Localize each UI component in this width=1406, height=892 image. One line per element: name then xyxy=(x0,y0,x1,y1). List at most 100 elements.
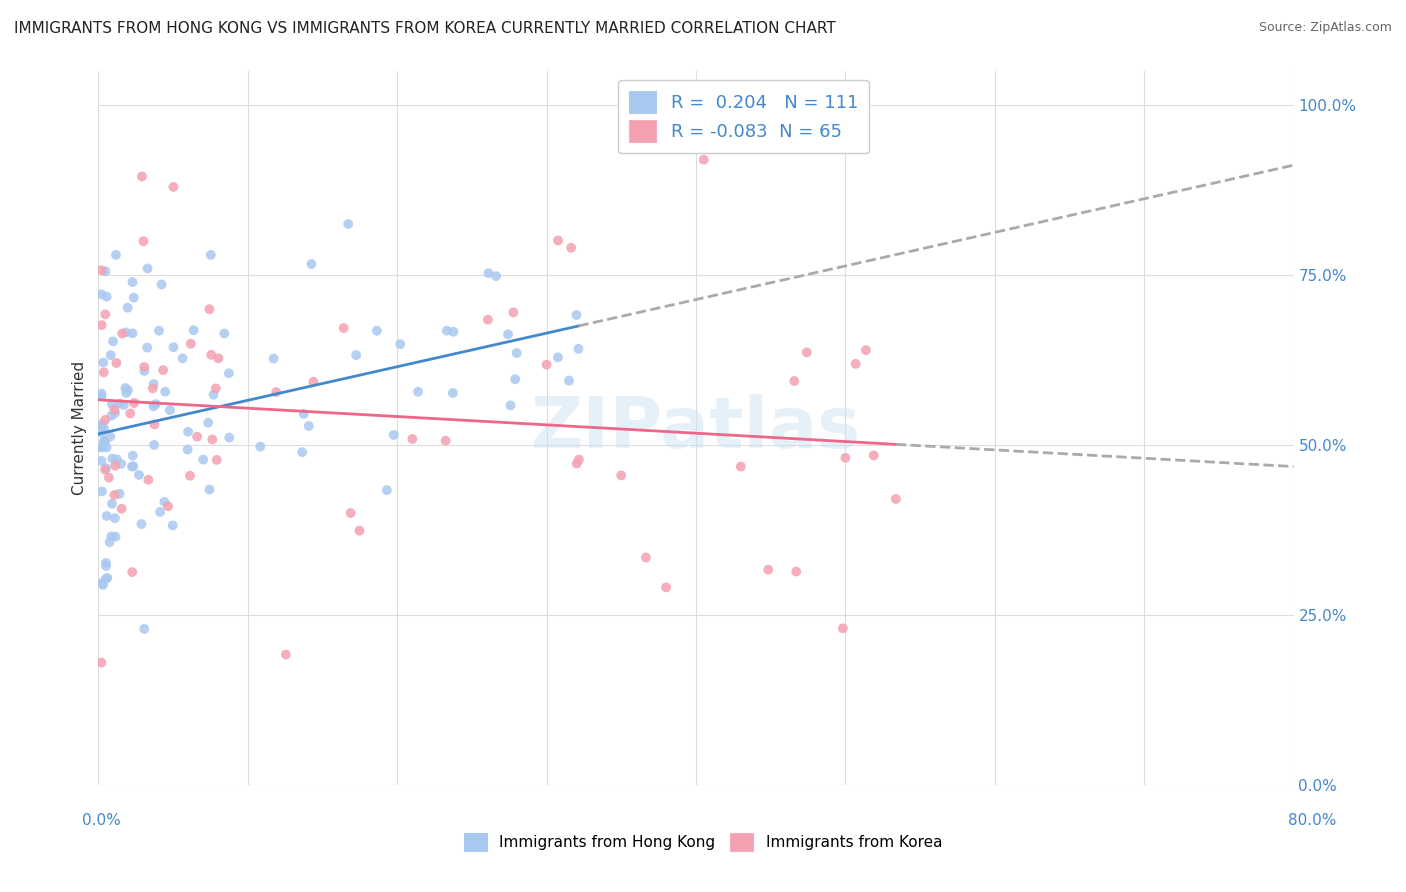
Point xyxy=(101,397,124,411)
Point xyxy=(177,425,200,439)
Point xyxy=(499,398,522,412)
Point xyxy=(108,396,131,410)
Point xyxy=(115,385,138,400)
Point xyxy=(610,468,633,483)
Point xyxy=(406,384,429,399)
Point xyxy=(496,327,519,342)
Point xyxy=(441,386,464,401)
Point xyxy=(122,396,145,410)
Point xyxy=(117,301,139,315)
Point xyxy=(162,518,184,533)
Point xyxy=(485,269,508,284)
Point xyxy=(152,363,174,377)
Point xyxy=(299,257,322,271)
Point xyxy=(91,575,114,590)
Point xyxy=(565,308,588,322)
Point xyxy=(150,277,173,292)
Point xyxy=(111,501,134,516)
Point xyxy=(292,407,315,421)
Point xyxy=(349,524,371,538)
Point xyxy=(198,302,221,317)
Point xyxy=(862,449,884,463)
Point xyxy=(205,453,228,467)
Point xyxy=(298,419,321,434)
Point xyxy=(274,648,297,662)
Point xyxy=(97,470,120,484)
Point xyxy=(90,389,112,403)
Point xyxy=(121,459,143,474)
Point xyxy=(90,454,112,468)
Point xyxy=(264,385,287,400)
Point xyxy=(91,578,114,592)
Text: ZIPatlas: ZIPatlas xyxy=(531,393,860,463)
Text: Source: ZipAtlas.com: Source: ZipAtlas.com xyxy=(1258,21,1392,34)
Point xyxy=(93,434,115,448)
Point xyxy=(845,357,868,371)
Point xyxy=(101,497,124,511)
Point xyxy=(783,374,806,388)
Point xyxy=(441,325,464,339)
Point xyxy=(560,241,582,255)
Point xyxy=(111,326,134,341)
Text: 80.0%: 80.0% xyxy=(1288,814,1336,828)
Point xyxy=(94,556,117,570)
Point xyxy=(104,511,127,525)
Point xyxy=(176,442,198,457)
Point xyxy=(389,337,412,351)
Point xyxy=(153,384,176,399)
Point xyxy=(536,358,558,372)
Point xyxy=(375,483,398,497)
Point xyxy=(93,365,115,379)
Point xyxy=(200,348,222,362)
Point xyxy=(162,340,184,354)
Point xyxy=(94,434,117,449)
Point xyxy=(344,348,367,362)
Point xyxy=(401,432,423,446)
Point xyxy=(183,323,205,337)
Point xyxy=(436,324,458,338)
Point xyxy=(105,356,128,370)
Point xyxy=(94,462,117,476)
Point xyxy=(128,467,150,482)
Point xyxy=(104,406,127,420)
Point xyxy=(214,326,236,341)
Point xyxy=(502,305,524,319)
Point xyxy=(114,326,136,340)
Point xyxy=(291,445,314,459)
Point xyxy=(121,326,143,341)
Point xyxy=(96,290,118,304)
Point xyxy=(90,656,112,670)
Point xyxy=(339,506,361,520)
Point xyxy=(693,153,716,167)
Point xyxy=(96,508,118,523)
Point xyxy=(94,461,117,475)
Point xyxy=(136,341,159,355)
Point xyxy=(104,530,127,544)
Point xyxy=(94,572,117,586)
Point xyxy=(90,419,112,434)
Point xyxy=(218,366,240,380)
Point xyxy=(558,374,581,388)
Point xyxy=(197,416,219,430)
Point xyxy=(134,622,156,636)
Point xyxy=(153,495,176,509)
Point xyxy=(193,452,215,467)
Point xyxy=(94,559,117,574)
Point xyxy=(100,529,122,543)
Point xyxy=(101,451,124,466)
Point xyxy=(249,440,271,454)
Point xyxy=(90,287,112,301)
Point xyxy=(198,483,221,497)
Point xyxy=(506,346,529,360)
Point xyxy=(477,266,499,280)
Point xyxy=(143,417,166,432)
Point xyxy=(105,452,128,467)
Point xyxy=(110,457,132,471)
Y-axis label: Currently Married: Currently Married xyxy=(72,361,87,495)
Point xyxy=(655,580,678,594)
Point xyxy=(149,505,172,519)
Point xyxy=(477,312,499,326)
Point xyxy=(134,359,156,374)
Point xyxy=(180,336,202,351)
Point xyxy=(547,234,569,248)
